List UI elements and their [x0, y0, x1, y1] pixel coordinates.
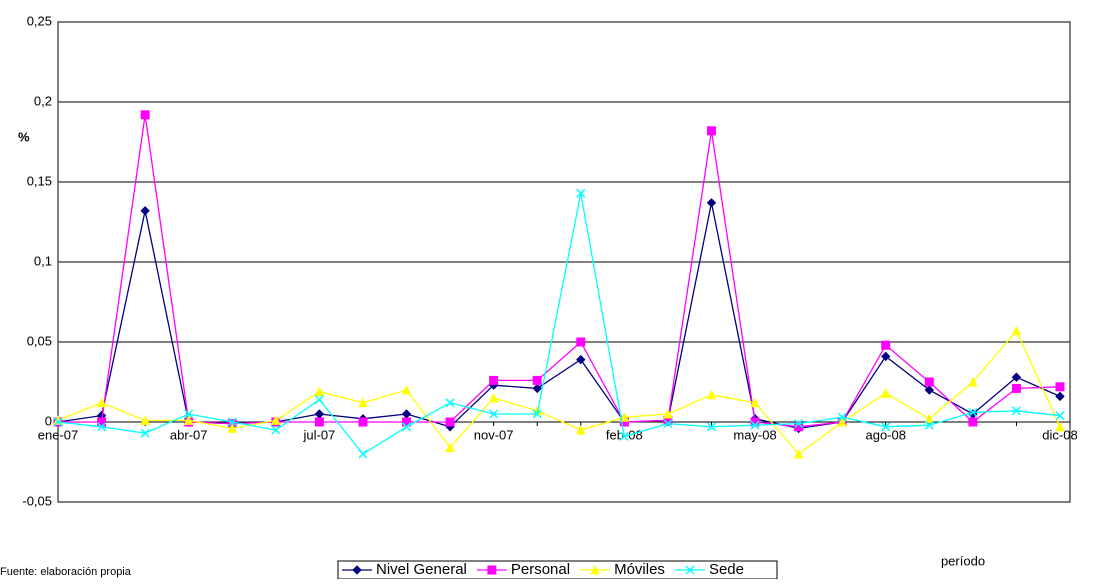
- marker: [140, 428, 150, 438]
- marker: [445, 442, 455, 453]
- marker: [352, 565, 362, 575]
- marker: [1011, 325, 1022, 336]
- marker: [663, 408, 673, 419]
- marker: [53, 417, 63, 427]
- marker: [575, 424, 586, 435]
- marker: [532, 375, 542, 385]
- series-line: [57, 193, 1061, 455]
- series-line: [58, 114, 1061, 428]
- marker: [445, 398, 455, 408]
- marker: [96, 397, 107, 408]
- source-note: Fuente: elaboración propia: [0, 566, 132, 578]
- x-tick-label: ago-08: [865, 427, 905, 442]
- marker: [881, 422, 891, 432]
- marker: [1011, 372, 1022, 382]
- marker: [706, 422, 717, 432]
- marker: [1011, 383, 1021, 393]
- y-tick-label: 0,25: [27, 13, 52, 28]
- marker: [314, 417, 324, 427]
- x-tick-label: abr-07: [170, 427, 208, 442]
- marker: [1011, 406, 1021, 416]
- x-tick-label: ene-07: [38, 427, 78, 442]
- marker: [532, 409, 542, 419]
- marker: [140, 415, 150, 425]
- marker: [227, 417, 237, 427]
- marker: [358, 397, 368, 408]
- marker: [794, 419, 804, 429]
- y-tick-label: 0: [45, 413, 52, 428]
- x-tick-label: nov-07: [474, 427, 514, 442]
- marker: [401, 384, 412, 395]
- marker: [881, 340, 891, 350]
- marker: [706, 198, 717, 208]
- x-axis-title: período: [941, 553, 985, 568]
- marker: [968, 407, 978, 417]
- y-axis-title: %: [18, 129, 30, 144]
- marker: [140, 206, 150, 216]
- y-tick-label: -0,05: [22, 493, 52, 508]
- marker: [793, 448, 804, 459]
- marker: [487, 565, 497, 575]
- marker: [314, 395, 324, 405]
- marker: [1055, 382, 1065, 392]
- marker: [445, 417, 455, 427]
- y-tick-label: 0,15: [27, 173, 52, 188]
- series-line: [57, 329, 1061, 455]
- marker: [358, 449, 368, 459]
- marker: [706, 126, 716, 136]
- marker: [663, 419, 673, 429]
- y-tick-label: 0,1: [34, 253, 52, 268]
- marker: [924, 377, 934, 387]
- marker: [924, 385, 935, 395]
- marker: [750, 397, 760, 408]
- legend-label: Móviles: [614, 561, 665, 578]
- marker: [968, 376, 978, 387]
- marker: [401, 409, 412, 419]
- marker: [184, 409, 194, 419]
- marker: [576, 354, 586, 365]
- marker: [968, 417, 978, 427]
- marker: [271, 425, 281, 435]
- marker: [401, 422, 412, 432]
- legend-label: Personal: [511, 561, 570, 578]
- marker: [924, 420, 934, 430]
- marker: [619, 431, 629, 441]
- marker: [706, 389, 717, 400]
- marker: [358, 417, 368, 427]
- y-tick-label: 0,05: [27, 333, 52, 348]
- marker: [227, 423, 238, 433]
- marker: [1055, 411, 1065, 421]
- marker: [750, 420, 760, 430]
- marker: [619, 412, 630, 422]
- legend-label: Nivel General: [376, 561, 467, 578]
- series-line: [57, 202, 1061, 430]
- marker: [837, 412, 847, 422]
- y-tick-label: 0,2: [34, 93, 52, 108]
- marker: [489, 409, 499, 419]
- marker: [590, 564, 600, 575]
- x-tick-label: dic-08: [1042, 427, 1077, 442]
- marker: [576, 188, 586, 198]
- marker: [1055, 391, 1065, 402]
- marker: [837, 416, 847, 427]
- marker: [532, 383, 542, 394]
- marker: [488, 392, 499, 403]
- marker: [1055, 421, 1065, 432]
- marker: [881, 351, 891, 362]
- marker: [576, 337, 586, 347]
- marker: [685, 565, 695, 575]
- marker: [314, 409, 325, 419]
- marker: [924, 413, 935, 424]
- legend-label: Sede: [709, 561, 744, 578]
- marker: [140, 110, 150, 120]
- marker: [880, 388, 891, 398]
- marker: [271, 415, 281, 425]
- x-tick-label: jul-07: [302, 427, 335, 442]
- marker: [97, 422, 107, 432]
- marker: [183, 415, 194, 425]
- marker: [314, 386, 325, 397]
- marker: [489, 375, 499, 385]
- x-tick-label: may-08: [733, 427, 776, 442]
